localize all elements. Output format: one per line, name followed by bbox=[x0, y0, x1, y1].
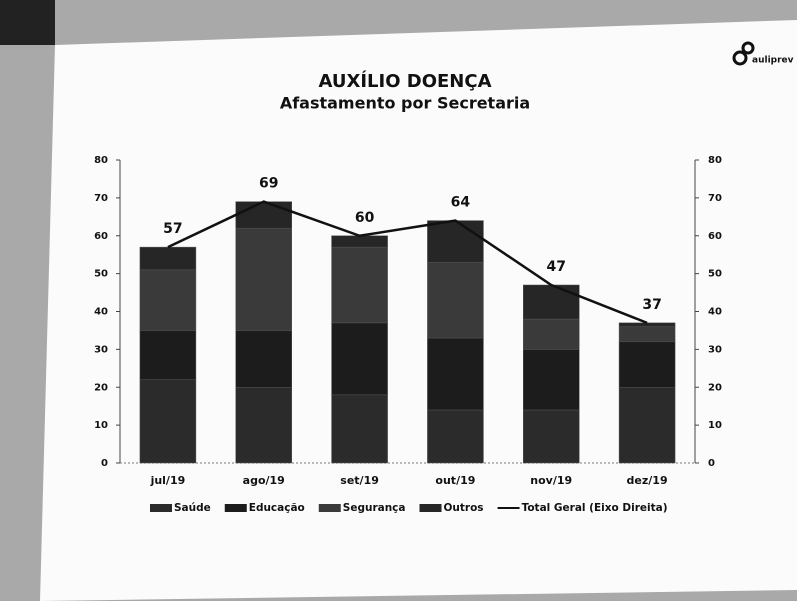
y-tick-label: 50 bbox=[94, 269, 108, 280]
y2-tick-label: 20 bbox=[708, 382, 722, 393]
bar-segment bbox=[427, 409, 484, 464]
legend-label: Outros bbox=[444, 502, 484, 514]
bar-segment bbox=[331, 322, 388, 396]
legend-label: Educação bbox=[249, 502, 305, 514]
y2-tick-label: 0 bbox=[708, 458, 715, 469]
y2-tick-label: 10 bbox=[708, 420, 722, 431]
logo-text: auliprev bbox=[752, 56, 794, 66]
bar-segment bbox=[235, 387, 292, 464]
bar-segment bbox=[331, 394, 388, 464]
y-tick-label: 30 bbox=[94, 344, 108, 355]
data-label: 64 bbox=[451, 195, 471, 211]
x-tick-label: set/19 bbox=[340, 474, 379, 487]
data-label: 37 bbox=[642, 297, 661, 313]
bar-segment bbox=[139, 246, 197, 271]
x-tick-label: jul/19 bbox=[150, 474, 186, 487]
y2-tick-label: 80 bbox=[708, 155, 722, 166]
y-tick-label: 10 bbox=[94, 420, 108, 431]
bar-segment bbox=[523, 318, 580, 350]
legend-swatch bbox=[419, 504, 442, 512]
legend-swatch bbox=[318, 504, 341, 512]
bar-segment bbox=[139, 379, 197, 464]
legend-label: Saúde bbox=[174, 502, 211, 514]
bar-segment bbox=[523, 349, 580, 411]
x-tick-label: out/19 bbox=[435, 474, 475, 487]
line bbox=[167, 200, 648, 325]
bar-segment bbox=[427, 220, 484, 263]
chart-subtitle: Afastamento por Secretaria bbox=[280, 94, 530, 113]
bar-segment bbox=[618, 322, 676, 327]
y2-tick-label: 50 bbox=[708, 269, 722, 280]
bar-segment bbox=[331, 246, 388, 324]
bar-segment bbox=[139, 330, 197, 380]
bar-segment bbox=[523, 284, 580, 320]
data-label: 47 bbox=[547, 259, 566, 275]
y-tick-label: 70 bbox=[94, 193, 108, 204]
y2-tick-label: 60 bbox=[708, 231, 722, 242]
y2-tick-label: 40 bbox=[708, 307, 722, 318]
y-tick-label: 0 bbox=[101, 458, 108, 469]
legend-swatch bbox=[224, 504, 247, 512]
bar-segment bbox=[427, 262, 484, 339]
y-tick-label: 80 bbox=[94, 155, 108, 166]
legend-swatch bbox=[150, 504, 172, 512]
data-label: 57 bbox=[163, 221, 182, 237]
bar-segment bbox=[331, 235, 388, 248]
legend-label: Total Geral (Eixo Direita) bbox=[522, 502, 668, 514]
bar-segment bbox=[618, 341, 676, 388]
y2-tick-label: 70 bbox=[708, 193, 722, 204]
slide-background bbox=[40, 20, 797, 601]
bar-segment bbox=[235, 227, 292, 331]
chart-title: AUXÍLIO DOENÇA bbox=[318, 70, 491, 92]
x-tick-label: nov/19 bbox=[530, 474, 572, 487]
bar-segment bbox=[618, 326, 676, 343]
bar-segment bbox=[139, 269, 197, 331]
corner bbox=[0, 0, 55, 45]
legend-label: Segurança bbox=[343, 502, 406, 514]
bar-segment bbox=[618, 387, 676, 464]
y-tick-label: 40 bbox=[94, 307, 108, 318]
logo-mark bbox=[732, 50, 748, 66]
logo-mark bbox=[741, 41, 755, 55]
x-tick-label: dez/19 bbox=[627, 474, 668, 487]
x-tick-label: ago/19 bbox=[243, 474, 285, 487]
bar-segment bbox=[523, 409, 580, 464]
bar-segment bbox=[427, 337, 484, 411]
y-tick-label: 20 bbox=[94, 382, 108, 393]
bar-segment bbox=[235, 330, 292, 388]
bar-segment bbox=[235, 201, 292, 229]
data-label: 60 bbox=[355, 210, 375, 226]
y-tick-label: 60 bbox=[94, 231, 108, 242]
data-label: 69 bbox=[259, 176, 278, 192]
y2-tick-label: 30 bbox=[708, 344, 722, 355]
